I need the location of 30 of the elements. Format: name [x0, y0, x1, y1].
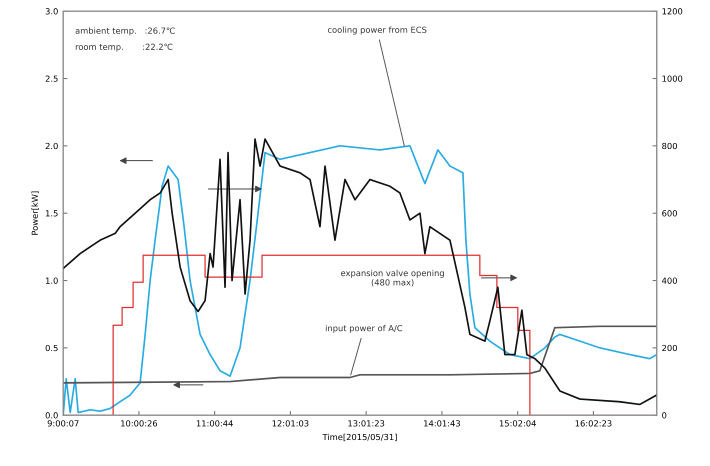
y-tick-label: 0.0 [46, 412, 58, 418]
y-tick-label: 1.0 [46, 278, 58, 284]
annotation: expansion valve opening (480 max) [341, 270, 444, 287]
y-tick-label: 0.5 [46, 344, 58, 352]
y2-tick-label: 200 [662, 344, 677, 352]
x-tick-label: 14:01:43 [424, 420, 460, 427]
y-tick-label: 2.0 [46, 142, 58, 150]
annotation: room temp. :22.2℃ [76, 44, 172, 52]
y2-tick-label: 800 [662, 142, 677, 150]
y2-tick-label: 600 [662, 210, 677, 216]
annotation: input power of A/C [326, 324, 402, 333]
x-tick-label: 16:02:23 [576, 420, 612, 427]
line-series [63, 325, 657, 384]
y2-tick-label: 1200 [662, 8, 682, 14]
x-tick-label: 13:01:23 [348, 420, 384, 427]
x-axis-title: Time[2015/05/31] [322, 434, 397, 442]
y2-tick-label: 1000 [662, 76, 682, 82]
y2-tick-label: 400 [662, 278, 677, 284]
annotation: ambient temp. :26.7℃ [76, 27, 175, 36]
y-tick-label: 3.0 [46, 8, 58, 14]
x-tick-label: 15:02:04 [500, 420, 536, 427]
y-axis-title: Power[kW] [31, 192, 39, 235]
y2-tick-label: 0 [662, 412, 666, 418]
x-tick-label: 9:00:07 [48, 420, 79, 427]
y-tick-label: 1.5 [46, 210, 58, 216]
x-tick-label: 10:00:26 [121, 420, 158, 427]
x-tick-label: 12:01:03 [272, 420, 308, 427]
y-tick-label: 2.5 [46, 76, 58, 82]
annotation: cooling power from ECS [328, 26, 426, 35]
x-tick-label: 11:00:44 [196, 420, 233, 427]
